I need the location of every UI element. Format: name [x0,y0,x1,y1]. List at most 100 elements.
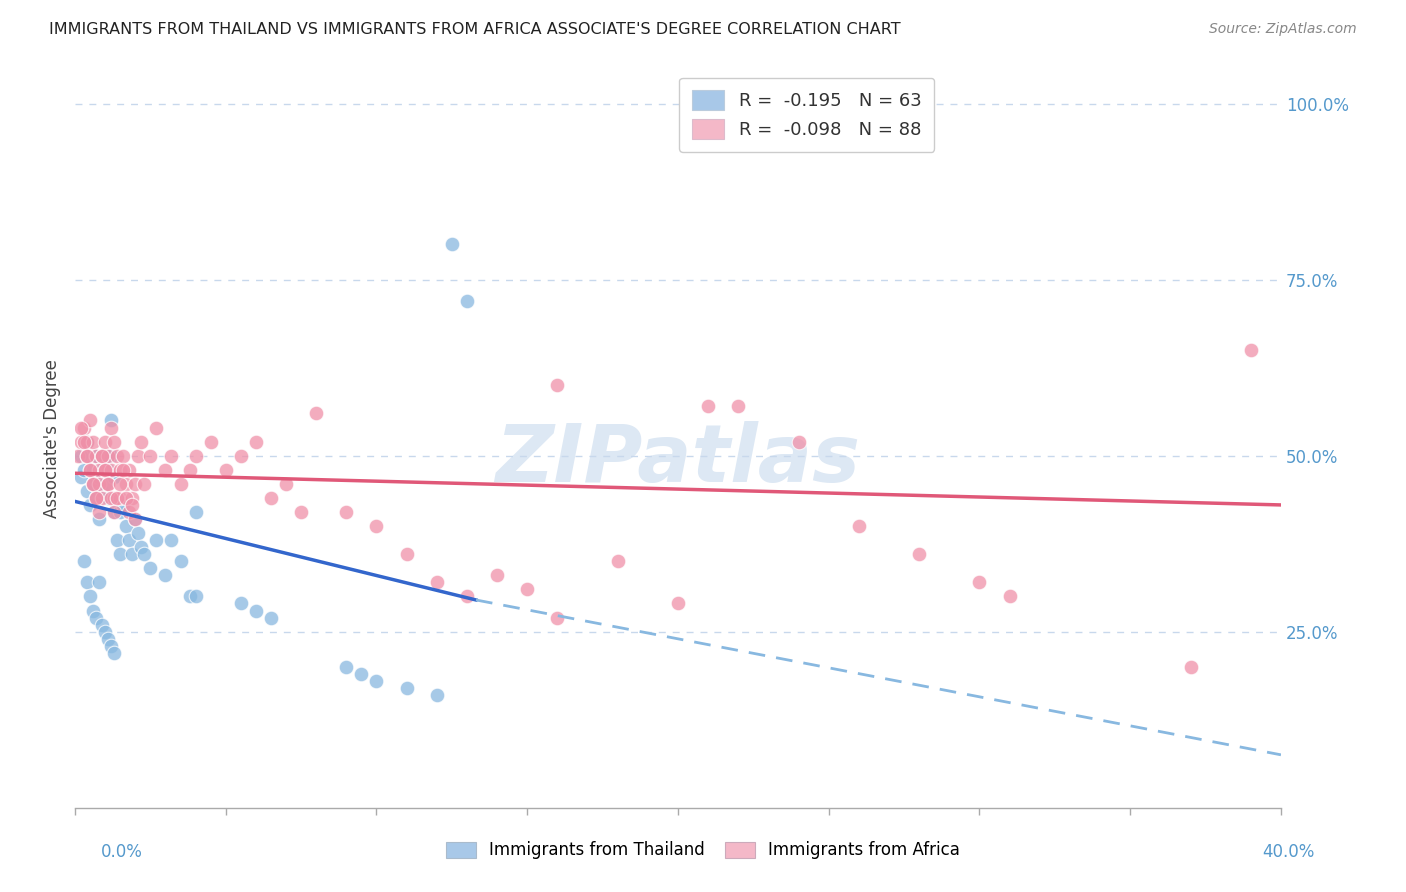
Point [89,470,111,484]
Point [908,547,931,561]
Point [94,476,117,491]
Point [100,420,122,434]
Point [97,463,120,477]
Text: 40.0%: 40.0% [1263,843,1315,861]
Point [73,554,96,568]
Point [134,547,156,561]
Point [606,554,628,568]
Point [76,483,98,498]
Point [91,449,114,463]
Point [118,505,141,519]
Text: IMMIGRANTS FROM THAILAND VS IMMIGRANTS FROM AFRICA ASSOCIATE'S DEGREE CORRELATIO: IMMIGRANTS FROM THAILAND VS IMMIGRANTS F… [49,22,901,37]
Point [70,449,93,463]
Point [112,498,135,512]
Point [127,449,149,463]
Point [115,491,138,505]
Point [79,463,101,477]
Point [115,476,138,491]
Point [103,505,125,519]
Point [79,449,101,463]
Point [155,463,177,477]
Point [121,491,143,505]
Point [179,463,201,477]
Point [91,483,114,498]
Point [105,491,128,505]
Point [110,491,132,505]
Point [1180,660,1202,674]
Point [305,406,328,420]
Point [76,434,98,449]
Point [82,476,104,491]
Point [366,519,388,533]
Point [94,434,117,449]
Point [94,449,117,463]
Point [395,681,418,695]
Point [66,449,89,463]
Point [112,449,135,463]
Point [94,463,117,477]
Legend: R =  -0.195   N = 63, R =  -0.098   N = 88: R = -0.195 N = 63, R = -0.098 N = 88 [679,78,934,152]
Point [103,434,125,449]
Point [110,476,132,491]
Point [440,237,463,252]
Point [100,413,122,427]
Point [79,498,101,512]
Point [70,470,93,484]
Point [100,449,122,463]
Point [124,512,146,526]
Point [73,463,96,477]
Point [73,434,96,449]
Point [139,561,162,575]
Point [426,575,449,590]
Point [76,449,98,463]
Point [969,575,991,590]
Point [100,639,122,653]
Point [105,533,128,548]
Y-axis label: Associate's Degree: Associate's Degree [44,359,60,517]
Point [84,449,107,463]
Point [848,519,870,533]
Point [89,575,111,590]
Point [84,449,107,463]
Point [245,603,267,617]
Point [260,610,283,624]
Text: Source: ZipAtlas.com: Source: ZipAtlas.com [1209,22,1357,37]
Point [118,463,141,477]
Point [516,582,538,597]
Text: 0.0%: 0.0% [101,843,143,861]
Point [134,476,156,491]
Point [97,491,120,505]
Point [184,590,207,604]
Point [998,590,1021,604]
Point [229,449,252,463]
Point [115,519,138,533]
Point [131,434,153,449]
Point [274,476,297,491]
Point [395,547,418,561]
Point [110,463,132,477]
Point [787,434,810,449]
Point [84,491,107,505]
Point [89,505,111,519]
Point [89,463,111,477]
Point [110,505,132,519]
Point [73,420,96,434]
Point [94,624,117,639]
Point [260,491,283,505]
Point [76,449,98,463]
Point [121,498,143,512]
Point [169,476,191,491]
Point [84,491,107,505]
Point [89,476,111,491]
Point [103,470,125,484]
Point [200,434,222,449]
Point [79,463,101,477]
Point [184,449,207,463]
Point [94,463,117,477]
Point [160,533,183,548]
Point [121,547,143,561]
Text: ZIPatlas: ZIPatlas [495,421,860,500]
Point [105,449,128,463]
Point [697,400,720,414]
Point [76,575,98,590]
